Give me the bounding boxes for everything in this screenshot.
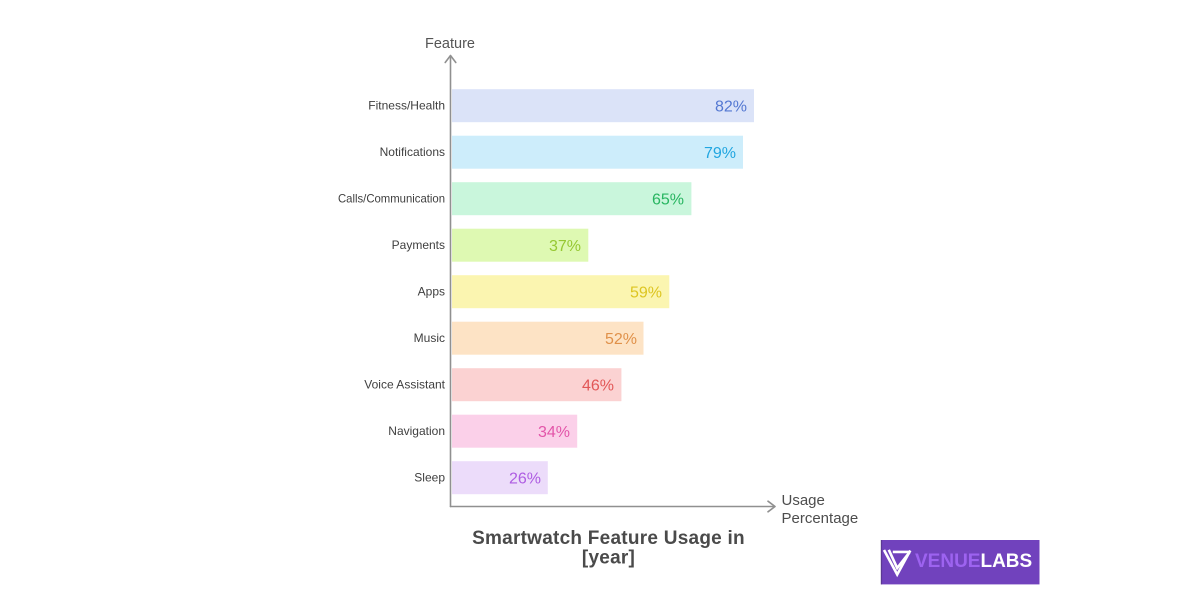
svg-text:Calls/Communication: Calls/Communication [338, 192, 445, 206]
svg-text:Navigation: Navigation [388, 424, 445, 438]
svg-text:Feature: Feature [425, 36, 475, 52]
svg-text:26%: 26% [509, 471, 541, 488]
svg-text:Music: Music [414, 331, 445, 345]
svg-text:Smartwatch Feature Usage in: Smartwatch Feature Usage in [472, 528, 745, 549]
svg-text:46%: 46% [582, 378, 614, 395]
svg-text:59%: 59% [630, 285, 662, 302]
svg-text:79%: 79% [704, 145, 736, 162]
svg-text:Usage: Usage [782, 492, 825, 509]
svg-text:65%: 65% [652, 192, 684, 209]
svg-text:Percentage: Percentage [782, 510, 859, 527]
svg-text:VENUELABS: VENUELABS [915, 551, 1032, 572]
svg-text:Fitness/Health: Fitness/Health [368, 99, 445, 113]
svg-text:Apps: Apps [418, 285, 445, 299]
svg-text:[year]: [year] [582, 548, 635, 569]
svg-text:82%: 82% [715, 99, 747, 116]
svg-text:37%: 37% [549, 238, 581, 255]
svg-text:Sleep: Sleep [414, 471, 445, 485]
svg-text:Notifications: Notifications [380, 145, 445, 159]
svg-text:52%: 52% [605, 331, 637, 348]
svg-text:34%: 34% [538, 424, 570, 441]
svg-text:Voice Assistant: Voice Assistant [364, 378, 445, 392]
svg-text:Payments: Payments [392, 238, 445, 252]
